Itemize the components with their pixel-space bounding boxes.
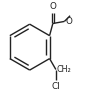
Text: CH₂: CH₂	[57, 65, 72, 74]
Text: O: O	[50, 2, 56, 11]
Text: O: O	[65, 17, 72, 26]
Text: Cl: Cl	[52, 82, 60, 91]
